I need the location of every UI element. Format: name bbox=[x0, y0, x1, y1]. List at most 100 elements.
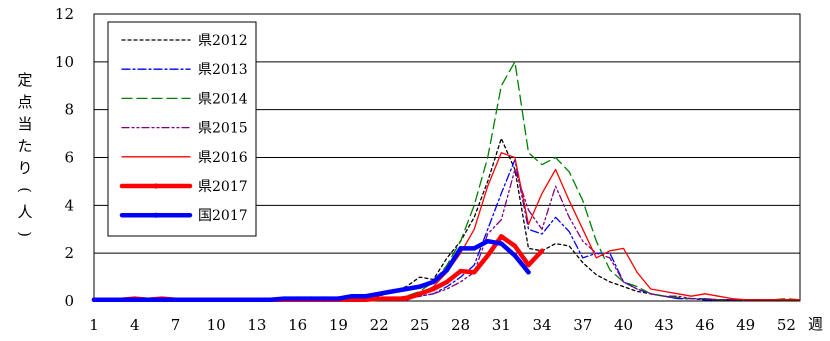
x-tick-label: 25 bbox=[410, 316, 429, 334]
series-point-5 bbox=[485, 253, 490, 258]
x-tick-label: 4 bbox=[130, 316, 140, 334]
y-tick-labels: 0 2 4 6 8 10 12 bbox=[55, 5, 74, 310]
y-tick-label: 0 bbox=[64, 292, 74, 310]
series-point-5 bbox=[349, 297, 355, 303]
series-point-5 bbox=[499, 234, 504, 239]
series-point-5 bbox=[376, 296, 382, 301]
x-tick-label: 37 bbox=[573, 316, 592, 334]
legend-marker bbox=[153, 212, 159, 218]
series-point-6 bbox=[471, 246, 477, 251]
series-point-6 bbox=[118, 297, 124, 303]
x-tick-label: 31 bbox=[492, 316, 511, 334]
y-tick-label: 8 bbox=[64, 101, 74, 119]
x-axis-label: 週 bbox=[808, 315, 823, 333]
y-axis-label-char: り bbox=[17, 159, 32, 177]
series-point-6 bbox=[390, 289, 395, 294]
x-tick-label: 22 bbox=[370, 316, 389, 334]
x-tick-label: 7 bbox=[171, 316, 181, 334]
series-point-6 bbox=[444, 267, 450, 273]
y-axis-label-char: た bbox=[17, 137, 32, 155]
series-point-6 bbox=[526, 270, 531, 275]
series-lines bbox=[91, 61, 801, 303]
x-tick-label: 40 bbox=[614, 316, 633, 334]
y-axis-label-char: 定 bbox=[17, 71, 32, 89]
y-axis-label-char: 点 bbox=[17, 93, 32, 111]
x-tick-label: 13 bbox=[247, 316, 266, 334]
series-point-6 bbox=[404, 286, 409, 292]
x-tick-label: 10 bbox=[207, 316, 226, 334]
x-tick-label: 49 bbox=[736, 316, 755, 334]
series-point-5 bbox=[404, 296, 409, 301]
series-point-6 bbox=[173, 297, 178, 303]
legend-label: 県2017 bbox=[198, 179, 248, 195]
series-point-6 bbox=[349, 294, 355, 299]
y-tick-label: 10 bbox=[55, 53, 74, 71]
series-point-5 bbox=[390, 296, 395, 301]
series-point-6 bbox=[213, 297, 219, 303]
y-tick-label: 2 bbox=[64, 244, 74, 262]
legend-label: 県2014 bbox=[198, 91, 248, 107]
x-tick-label: 28 bbox=[451, 316, 470, 334]
series-point-5 bbox=[526, 262, 531, 268]
series-point-6 bbox=[499, 241, 504, 246]
series-line-2 bbox=[93, 61, 801, 301]
y-tick-label: 4 bbox=[64, 196, 74, 214]
legend-label: 県2015 bbox=[198, 121, 248, 137]
series-point-6 bbox=[322, 296, 328, 301]
legend-box bbox=[107, 21, 257, 237]
series-point-6 bbox=[241, 297, 246, 303]
series-point-5 bbox=[471, 270, 477, 275]
y-axis-label-char: 当 bbox=[17, 115, 32, 133]
series-point-6 bbox=[254, 297, 260, 303]
series-point-5 bbox=[444, 279, 450, 285]
x-tick-label: 16 bbox=[288, 316, 307, 334]
series-point-6 bbox=[186, 297, 192, 303]
x-tick-label: 52 bbox=[777, 316, 796, 334]
series-point-6 bbox=[227, 297, 232, 303]
series-point-6 bbox=[91, 297, 97, 303]
series-point-5 bbox=[539, 248, 545, 253]
series-point-5 bbox=[512, 243, 518, 249]
series-point-6 bbox=[268, 297, 273, 303]
legend-marker bbox=[153, 183, 159, 189]
series-point-6 bbox=[295, 296, 300, 301]
series-point-6 bbox=[458, 246, 463, 251]
y-tick-label: 12 bbox=[55, 5, 74, 23]
series-point-5 bbox=[363, 297, 368, 303]
series-point-6 bbox=[485, 239, 490, 244]
legend-label: 国2017 bbox=[198, 208, 248, 224]
x-tick-label: 1 bbox=[89, 316, 99, 334]
x-tick-label: 34 bbox=[532, 316, 551, 334]
series-point-5 bbox=[458, 268, 463, 274]
series-point-6 bbox=[146, 297, 151, 303]
series-point-6 bbox=[431, 279, 436, 285]
legend-label: 県2016 bbox=[198, 150, 248, 166]
x-tick-label: 19 bbox=[329, 316, 348, 334]
series-point-6 bbox=[105, 297, 110, 303]
legend-label: 県2013 bbox=[198, 62, 248, 78]
y-axis-label-char: ( bbox=[16, 187, 34, 193]
y-axis-label-char: ) bbox=[16, 231, 34, 237]
x-tick-labels: 1 4 7 10 13 16 19 22 25 28 31 34 37 40 43 46 49 52 bbox=[89, 316, 796, 334]
series-point-6 bbox=[309, 296, 314, 301]
series-point-6 bbox=[200, 297, 205, 303]
series-point-6 bbox=[417, 284, 423, 289]
series-point-6 bbox=[512, 253, 518, 258]
series-point-5 bbox=[417, 291, 423, 297]
x-tick-label: 43 bbox=[655, 316, 674, 334]
y-axis-label-char: 人 bbox=[17, 203, 32, 221]
series-point-6 bbox=[281, 296, 287, 301]
series-point-6 bbox=[336, 296, 341, 301]
legend-label: 県2012 bbox=[198, 33, 248, 49]
series-point-6 bbox=[363, 294, 368, 299]
y-tick-label: 6 bbox=[64, 149, 74, 167]
legend: 県2012 県2013 県2014 県2015 県2016 県2017 国2017 bbox=[107, 21, 257, 237]
series-point-6 bbox=[159, 297, 165, 303]
x-tick-label: 46 bbox=[695, 316, 714, 334]
series-point-6 bbox=[376, 291, 382, 297]
series-point-6 bbox=[132, 297, 137, 303]
series-point-5 bbox=[431, 286, 436, 292]
